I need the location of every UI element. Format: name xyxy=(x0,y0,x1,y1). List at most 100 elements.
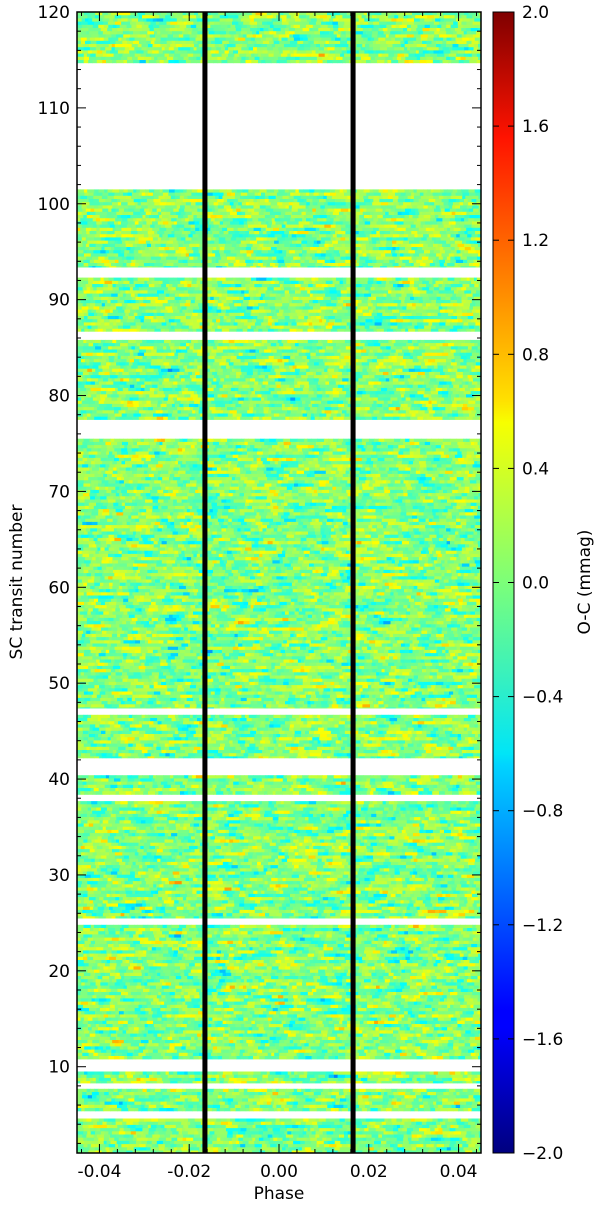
heatmap-cell xyxy=(106,1105,110,1109)
heatmap-cell xyxy=(233,1135,237,1139)
heatmap-cell xyxy=(110,1125,118,1129)
heatmap-cell xyxy=(97,1135,105,1139)
heatmap-cell xyxy=(234,1081,242,1083)
heatmap-cell xyxy=(461,1131,467,1135)
heatmap-cell xyxy=(241,1128,247,1132)
heatmap-cell xyxy=(323,1131,327,1135)
heatmap-cell xyxy=(468,1072,472,1076)
heatmap-cell xyxy=(471,1128,478,1132)
heatmap-cell xyxy=(83,1138,87,1142)
heatmap-cell xyxy=(143,1125,149,1129)
heatmap-cell xyxy=(315,928,322,932)
heatmap-cell xyxy=(408,1135,413,1139)
heatmap-cell xyxy=(176,1102,183,1106)
heatmap-cell xyxy=(426,1122,432,1126)
heatmap-cell xyxy=(464,1072,468,1076)
heatmap-cell xyxy=(342,1138,350,1142)
heatmap-cell xyxy=(423,1072,430,1076)
heatmap-cell xyxy=(77,1122,83,1126)
heatmap-cell xyxy=(242,1078,250,1082)
heatmap-cell xyxy=(386,1089,392,1093)
heatmap-cell xyxy=(314,1092,322,1096)
heatmap-cell xyxy=(315,1105,323,1109)
heatmap-cell xyxy=(327,1135,333,1139)
heatmap-cell xyxy=(253,1075,260,1079)
heatmap-cell xyxy=(431,1141,436,1145)
heatmap-cell xyxy=(166,1072,170,1076)
heatmap-cell xyxy=(475,1135,480,1139)
heatmap-cell xyxy=(370,928,376,932)
heatmap-cell xyxy=(385,1144,391,1148)
heatmap-cell xyxy=(398,1092,405,1096)
heatmap-cell xyxy=(109,1072,113,1076)
heatmap-cell xyxy=(161,1089,165,1093)
heatmap-cell xyxy=(146,1144,153,1148)
heatmap-cell xyxy=(318,1125,326,1129)
heatmap-cell xyxy=(458,1108,464,1111)
heatmap-cell xyxy=(299,1147,302,1151)
heatmap-cell xyxy=(140,1078,144,1082)
heatmap-cell xyxy=(263,1128,268,1132)
heatmap-cell xyxy=(214,1089,220,1093)
heatmap-cell xyxy=(347,1092,351,1096)
heatmap-cell xyxy=(268,1078,274,1082)
heatmap-cell xyxy=(367,1131,372,1135)
heatmap-cell xyxy=(259,1108,263,1111)
heatmap-cell xyxy=(90,928,94,932)
heatmap-cell xyxy=(402,1119,408,1123)
heatmap-cell xyxy=(243,1138,250,1142)
heatmap-cell xyxy=(328,1078,334,1082)
heatmap-cell xyxy=(469,1095,474,1099)
heatmap-cell xyxy=(255,1105,261,1109)
heatmap-cell xyxy=(344,1135,348,1139)
heatmap-cell xyxy=(427,1119,433,1123)
heatmap-cell xyxy=(363,1075,368,1079)
heatmap-cell xyxy=(260,1095,265,1099)
heatmap-cell xyxy=(391,1141,395,1145)
heatmap-cell xyxy=(380,1072,384,1076)
heatmap-cell xyxy=(449,1131,454,1135)
heatmap-cell xyxy=(358,1141,362,1145)
heatmap-cell xyxy=(366,1135,372,1139)
heatmap-cell xyxy=(378,1119,385,1123)
heatmap-cell xyxy=(317,1141,321,1145)
heatmap-cell xyxy=(139,928,146,932)
heatmap-cell xyxy=(219,1092,226,1096)
heatmap-cell xyxy=(242,1095,249,1099)
heatmap-cell xyxy=(216,1098,223,1102)
heatmap-cell xyxy=(332,1135,339,1139)
heatmap-cell xyxy=(184,1072,188,1076)
heatmap-cell xyxy=(153,1075,161,1079)
heatmap-cell xyxy=(242,1125,247,1129)
heatmap-cell xyxy=(84,1072,88,1076)
heatmap-cell xyxy=(426,1078,430,1082)
heatmap-cell xyxy=(310,1078,317,1082)
heatmap-cell xyxy=(366,1138,372,1142)
heatmap-cell xyxy=(131,1089,138,1093)
heatmap-cell xyxy=(397,1147,405,1151)
heatmap-cell xyxy=(386,1128,394,1132)
heatmap-cell xyxy=(381,1141,387,1145)
heatmap-cell xyxy=(207,1102,214,1106)
heatmap-cell xyxy=(134,1102,141,1106)
heatmap-cell xyxy=(169,1092,176,1096)
heatmap-cell xyxy=(130,1128,136,1132)
heatmap-cell xyxy=(328,1092,332,1096)
heatmap-cell xyxy=(188,1072,195,1076)
heatmap-cell xyxy=(396,1122,402,1126)
heatmap-cell xyxy=(392,1098,397,1102)
heatmap-cell xyxy=(221,1122,228,1126)
heatmap-cell xyxy=(269,1108,275,1111)
heatmap-cell xyxy=(466,1102,472,1106)
heatmap-cell xyxy=(221,1128,227,1132)
heatmap-cell xyxy=(434,1072,439,1076)
heatmap-cell xyxy=(228,1138,232,1142)
heatmap-cell xyxy=(292,1119,300,1123)
heatmap-cell xyxy=(228,1072,233,1076)
heatmap-cell xyxy=(338,1138,342,1142)
heatmap-cell xyxy=(320,1141,324,1145)
heatmap-cell xyxy=(176,1125,184,1129)
heatmap-cell xyxy=(288,1078,291,1082)
heatmap-cell xyxy=(167,1102,174,1106)
heatmap-cell xyxy=(269,1141,276,1145)
